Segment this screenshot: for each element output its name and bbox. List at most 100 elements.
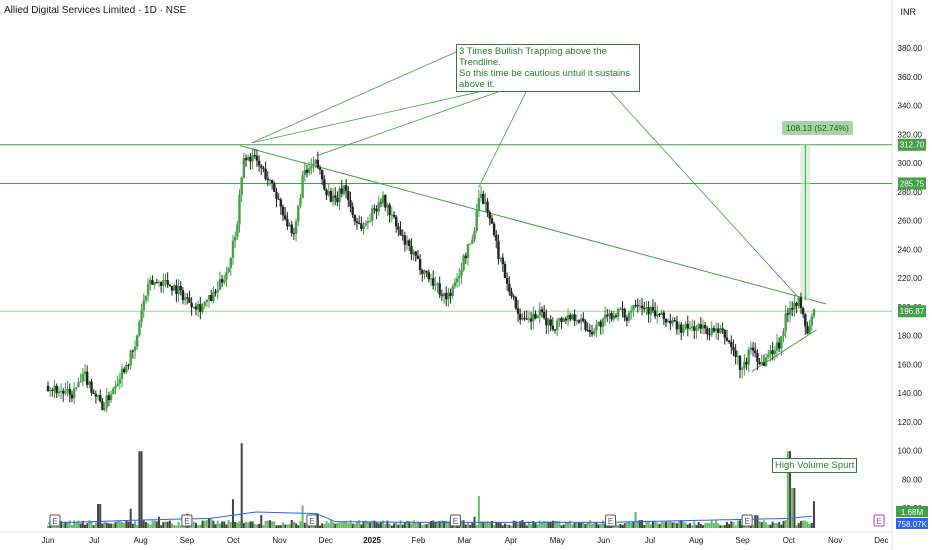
volume-bar [741, 524, 744, 528]
volume-bar [791, 488, 794, 528]
callout-line [478, 79, 533, 188]
event-box [741, 514, 753, 527]
candle-body [186, 297, 189, 299]
candle-body [162, 280, 165, 287]
volume-bar [151, 520, 154, 528]
volume-bar [292, 521, 295, 528]
candle-body [445, 293, 448, 300]
volume-bar [540, 522, 543, 528]
candle-body [634, 305, 637, 307]
volume-bar [723, 524, 726, 528]
volume-bar [99, 504, 102, 528]
volume-bar [353, 523, 356, 528]
volume-bar [234, 521, 237, 528]
volume-bar [392, 523, 395, 528]
x-tick-label: Nov [828, 536, 842, 545]
candle-body [136, 335, 139, 347]
volume-bar [506, 524, 509, 528]
volume-bar [340, 521, 343, 528]
volume-bar [373, 520, 376, 528]
candle-body [462, 255, 465, 270]
candle-body [72, 388, 76, 399]
volume-bar [738, 520, 741, 528]
volume-bar [725, 521, 728, 528]
volume-bar [577, 522, 580, 528]
candle-body [181, 290, 185, 301]
volume-bar [366, 522, 369, 528]
candle-body [588, 330, 592, 333]
candle-body [719, 328, 722, 333]
volume-bar [369, 522, 372, 528]
candle-body [279, 199, 283, 207]
trendline-note[interactable]: 3 Times Bullish Trapping above the Trend… [456, 44, 640, 92]
candle-body [521, 317, 524, 320]
candle-body [610, 313, 613, 320]
volume-bar [549, 521, 552, 528]
candle-body [301, 175, 304, 199]
event-box [181, 514, 193, 527]
x-tick-label: Sep [180, 536, 195, 545]
volume-bar [338, 522, 341, 528]
volume-bar [384, 523, 387, 528]
candle-body [390, 214, 394, 216]
volume-bar [545, 521, 548, 528]
candle-body [281, 206, 285, 216]
candle-body [569, 314, 572, 320]
measure-label[interactable]: 108.13 (52.74%) [782, 121, 853, 135]
volume-bar [347, 523, 350, 528]
volume-bar [81, 520, 84, 528]
candle-body [96, 395, 100, 397]
candle-body [556, 320, 559, 331]
candle-body [767, 354, 770, 358]
volume-bar [736, 520, 739, 528]
symbol-title[interactable]: Allied Digital Services Limited · 1D · N… [4, 5, 187, 16]
candle-body [523, 317, 526, 319]
volume-bar [410, 523, 413, 528]
candle-body [608, 313, 611, 317]
volume-bar [686, 524, 689, 528]
candle-body [220, 279, 224, 283]
candle-body [242, 157, 246, 178]
volume-bar [288, 524, 291, 528]
volume-bar [203, 520, 206, 528]
volume-bar [771, 521, 774, 528]
candle-body [377, 202, 380, 212]
volume-bar [116, 520, 119, 528]
candle-body [268, 179, 272, 181]
volume-bar [388, 523, 391, 528]
candle-body [262, 167, 265, 169]
volume-bar [532, 521, 535, 528]
candle-body [155, 282, 159, 284]
candle-body [534, 313, 537, 319]
candle-body [55, 385, 58, 394]
candle-body [118, 379, 122, 384]
y-tick-label: 160.00 [898, 360, 923, 369]
candle-body [355, 221, 359, 224]
candle-body [403, 235, 407, 245]
candle-body [732, 347, 735, 351]
volume-bar [86, 523, 89, 528]
volume-bar [647, 521, 650, 528]
earnings-event-marker: E [306, 514, 318, 527]
volume-bar [295, 523, 298, 528]
candle-body [721, 328, 724, 331]
volume-bar [238, 521, 241, 528]
candle-body [727, 340, 731, 343]
candle-body [508, 283, 511, 292]
candle-body [438, 283, 441, 295]
volume-bar [480, 521, 483, 528]
volume-bar [425, 524, 428, 528]
candle-body [612, 315, 615, 320]
x-tick-label: Jul [89, 536, 99, 545]
candle-body [196, 304, 200, 310]
candle-body [388, 204, 391, 216]
volume-bar [612, 525, 615, 528]
volume-bar [395, 521, 398, 528]
volume-note[interactable]: High Volume Spurt [772, 458, 858, 473]
volume-bar [527, 521, 530, 528]
volume-bar [153, 520, 156, 528]
candle-body [660, 312, 663, 316]
volume-bar [377, 523, 380, 528]
candle-body [392, 214, 396, 217]
candle-body [114, 385, 117, 389]
